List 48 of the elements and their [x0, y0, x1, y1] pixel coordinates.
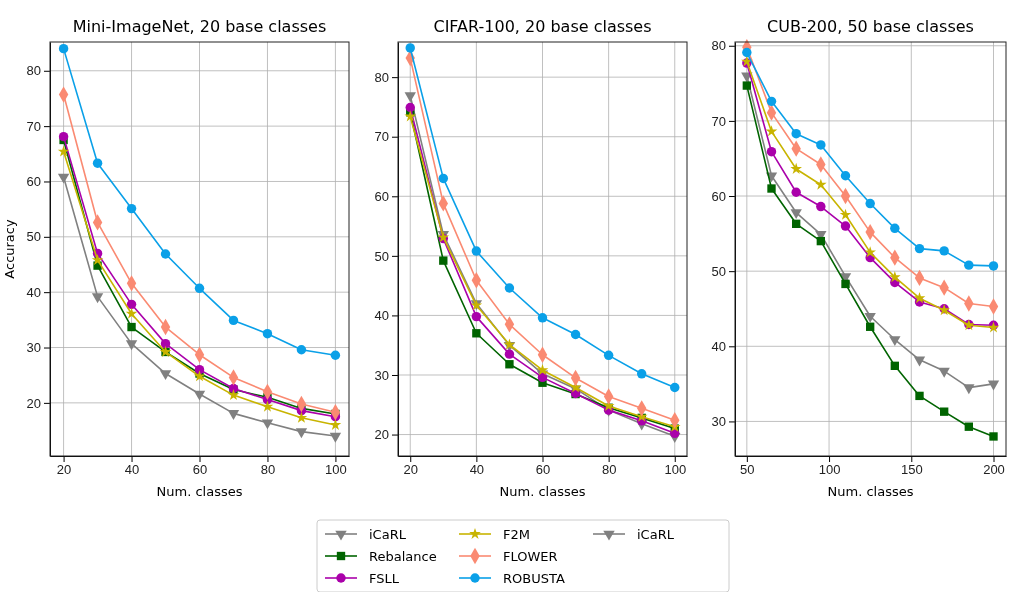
y-tick-label: 30 — [374, 367, 389, 383]
y-tick-label: 40 — [26, 284, 41, 300]
y-tick-label: 40 — [374, 308, 389, 324]
y-tick-label: 60 — [374, 188, 389, 204]
x-axis-title: Num. classes — [156, 484, 243, 499]
legend-label: ROBUSTA — [503, 571, 565, 586]
x-tick-label: 20 — [56, 462, 72, 478]
chart-title: Mini-ImageNet, 20 base classes — [72, 17, 327, 36]
legend-label: iCaRL — [369, 527, 407, 542]
legend-label: iCaRL — [637, 527, 675, 542]
x-axis-title: Num. classes — [499, 484, 586, 499]
y-tick-label: 50 — [26, 229, 41, 245]
x-tick-label: 80 — [260, 462, 276, 478]
x-tick-label: 150 — [900, 462, 923, 478]
x-tick-label: 40 — [124, 462, 140, 478]
chart-title: CIFAR-100, 20 base classes — [433, 17, 652, 36]
x-axis-title: Num. classes — [827, 484, 914, 499]
legend-label: Rebalance — [369, 549, 437, 564]
y-tick-label: 50 — [711, 263, 726, 279]
x-tick-label: 40 — [469, 462, 485, 478]
y-tick-label: 80 — [26, 63, 41, 79]
y-tick-label: 30 — [711, 414, 726, 430]
chart-title: CUB-200, 50 base classes — [767, 17, 974, 36]
x-tick-label: 20 — [403, 462, 418, 478]
y-tick-label: 20 — [26, 395, 41, 411]
y-tick-label: 20 — [374, 427, 389, 443]
x-tick-label: 200 — [983, 462, 1005, 478]
x-tick-label: 60 — [192, 462, 208, 478]
y-tick-label: 80 — [711, 38, 726, 54]
x-tick-label: 100 — [664, 462, 687, 478]
y-tick-label: 80 — [374, 69, 389, 85]
y-tick-label: 70 — [26, 118, 41, 134]
x-tick-label: 100 — [818, 462, 841, 478]
y-axis-title: Accuracy — [2, 219, 17, 279]
y-tick-label: 30 — [26, 340, 41, 356]
y-tick-label: 60 — [26, 174, 41, 190]
legend-label: FLOWER — [503, 549, 558, 564]
x-tick-label: 60 — [535, 462, 551, 478]
x-tick-label: 80 — [601, 462, 617, 478]
x-tick-label: 50 — [740, 462, 755, 478]
x-tick-label: 100 — [325, 462, 347, 478]
legend-label: F2M — [503, 527, 530, 542]
y-tick-label: 70 — [374, 129, 389, 145]
y-tick-label: 60 — [711, 188, 726, 204]
y-tick-label: 70 — [711, 113, 726, 129]
legend-label: FSLL — [369, 571, 400, 586]
y-tick-label: 50 — [374, 248, 389, 264]
y-tick-label: 40 — [711, 338, 726, 354]
